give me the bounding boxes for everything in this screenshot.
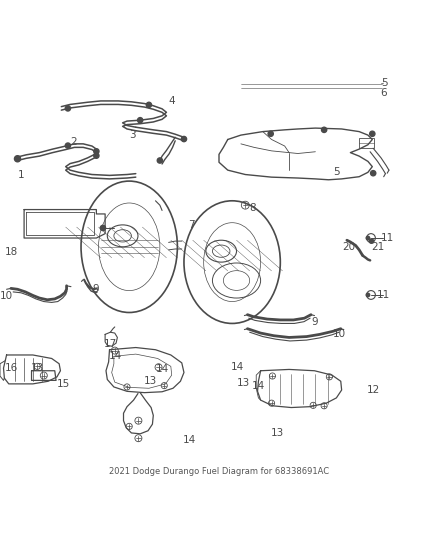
Text: 1: 1	[18, 169, 24, 180]
Text: 8: 8	[249, 203, 255, 213]
Text: 14: 14	[230, 362, 244, 372]
Circle shape	[366, 236, 370, 240]
Text: 13: 13	[271, 428, 284, 438]
Text: 11: 11	[381, 233, 394, 243]
Circle shape	[146, 102, 152, 108]
Circle shape	[268, 131, 273, 136]
Text: 16: 16	[4, 363, 18, 373]
Text: 14: 14	[155, 365, 169, 374]
Circle shape	[369, 239, 374, 243]
Circle shape	[321, 127, 327, 133]
Text: 14: 14	[252, 381, 265, 391]
Circle shape	[371, 171, 376, 176]
Circle shape	[65, 143, 71, 148]
Text: 14: 14	[109, 351, 122, 361]
Circle shape	[138, 118, 143, 123]
Text: 14: 14	[183, 435, 196, 445]
Text: 6: 6	[380, 88, 387, 99]
Text: 13: 13	[237, 377, 250, 387]
Circle shape	[181, 136, 187, 142]
Text: 5: 5	[381, 77, 388, 87]
Text: 9: 9	[93, 284, 99, 294]
Text: 5: 5	[333, 167, 339, 177]
Text: 4: 4	[169, 96, 175, 106]
Circle shape	[94, 153, 99, 158]
Text: 7: 7	[188, 220, 195, 230]
Text: 10: 10	[0, 291, 13, 301]
Text: 13: 13	[144, 376, 157, 386]
Text: 2: 2	[70, 136, 77, 147]
Circle shape	[94, 149, 99, 154]
Circle shape	[366, 293, 370, 297]
Circle shape	[100, 225, 106, 231]
Text: 9: 9	[311, 317, 318, 327]
Text: 12: 12	[367, 385, 380, 395]
Circle shape	[157, 158, 162, 163]
Text: 21: 21	[371, 242, 385, 252]
Text: 20: 20	[343, 242, 356, 252]
Text: 10: 10	[333, 329, 346, 339]
Text: 17: 17	[104, 340, 117, 350]
Text: 18: 18	[5, 247, 18, 257]
Circle shape	[65, 106, 71, 111]
Circle shape	[14, 156, 21, 162]
Text: 3: 3	[129, 130, 136, 140]
Circle shape	[370, 131, 375, 136]
Text: 2021 Dodge Durango Fuel Diagram for 68338691AC: 2021 Dodge Durango Fuel Diagram for 6833…	[109, 467, 329, 476]
Text: 13: 13	[31, 363, 44, 373]
Text: 15: 15	[57, 379, 70, 389]
Text: 11: 11	[377, 290, 390, 300]
